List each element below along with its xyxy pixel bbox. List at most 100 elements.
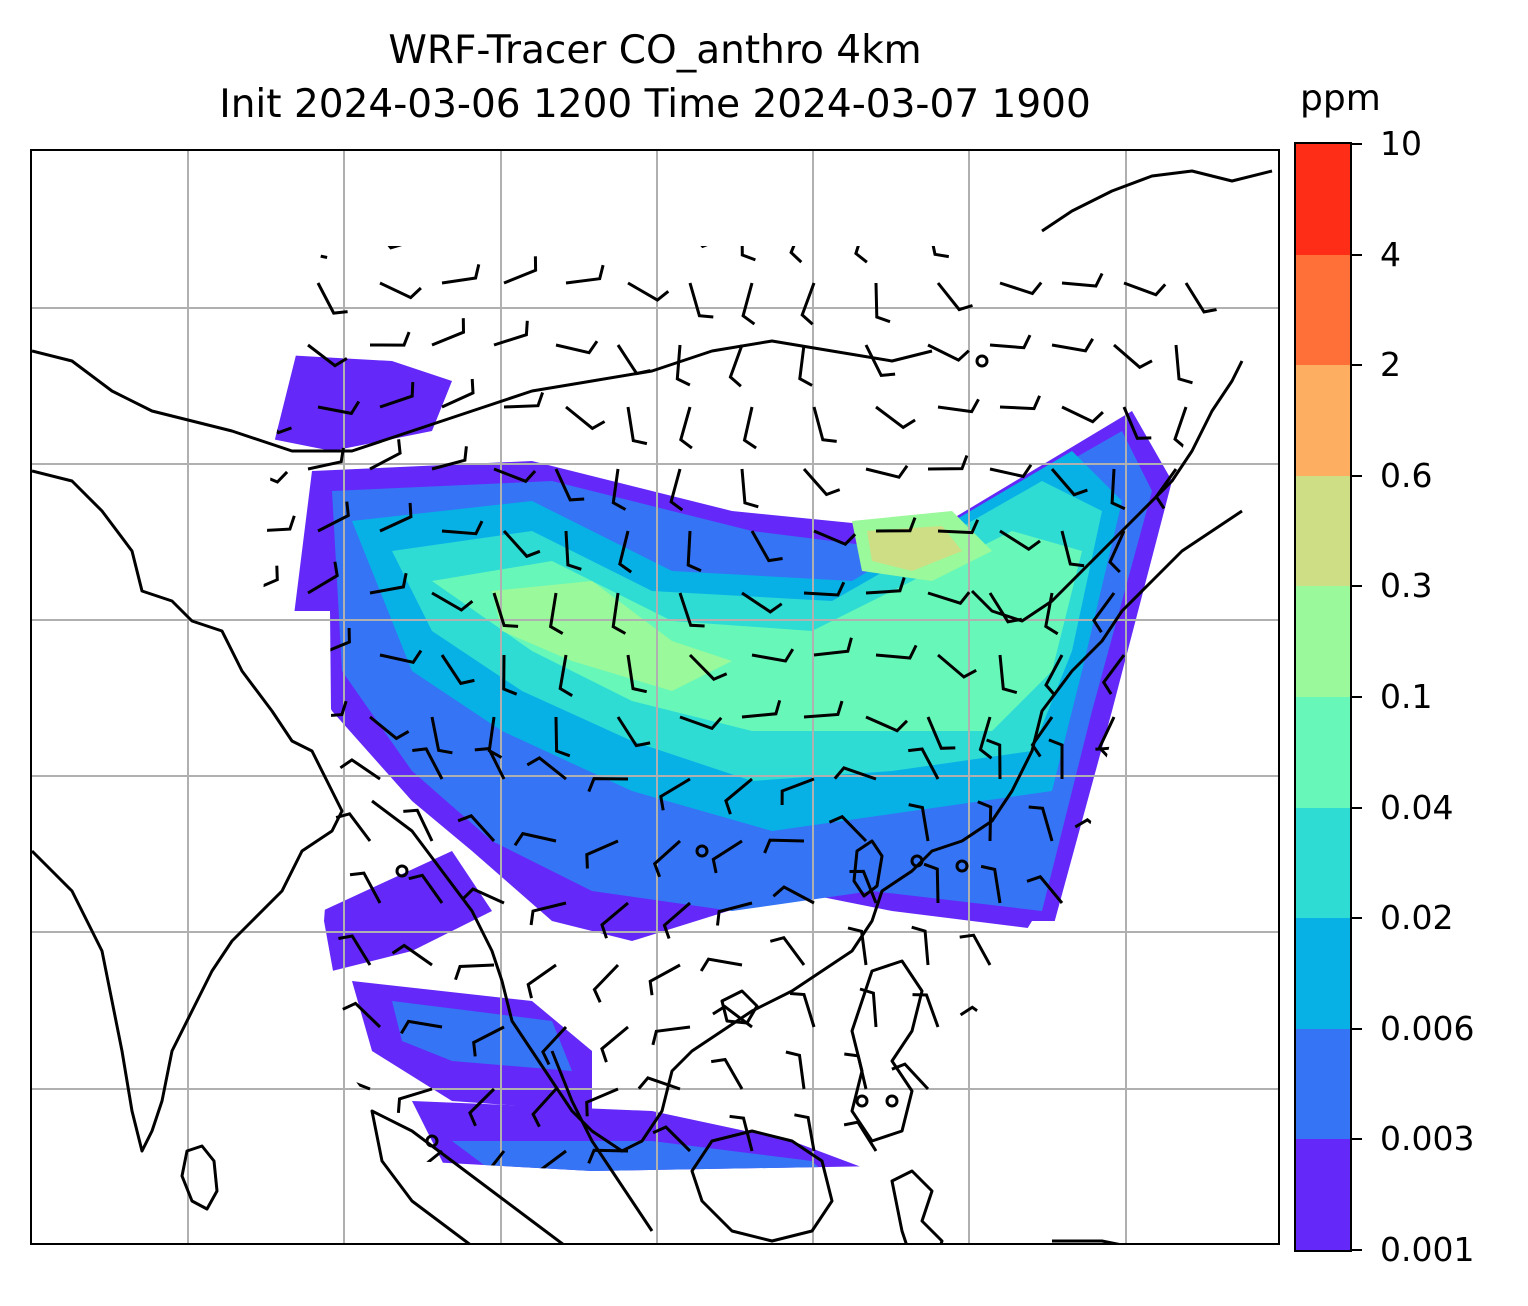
wind-barb <box>1149 901 1187 926</box>
colorbar-tick <box>1352 474 1362 477</box>
wind-barb <box>652 839 682 878</box>
wind-barb <box>262 565 279 595</box>
wind-barb <box>432 218 473 229</box>
wind-barb <box>651 1025 691 1046</box>
wind-barb <box>502 654 518 696</box>
wind-barb <box>626 406 648 446</box>
wind-barb <box>963 1149 1001 1171</box>
wind-barb <box>262 685 277 719</box>
wind-barb <box>679 406 693 450</box>
wind-barb <box>699 957 743 972</box>
colorbar <box>1294 142 1352 1252</box>
wind-barb <box>875 405 916 430</box>
wind-barb <box>864 344 896 377</box>
wind-barb <box>686 530 702 573</box>
wind-barb <box>555 340 599 355</box>
wind-barb <box>989 463 1033 479</box>
calm-wind-circle <box>1005 1074 1019 1088</box>
wind-barb <box>875 517 917 533</box>
wind-barb <box>1017 1087 1053 1114</box>
wind-barb <box>585 1087 619 1117</box>
wind-barb <box>529 901 567 926</box>
wind-barb <box>194 531 234 550</box>
wind-barb <box>959 1005 1001 1029</box>
wind-barb <box>340 1149 381 1169</box>
wind-barb <box>577 1197 618 1213</box>
wind-barb <box>740 246 756 262</box>
wind-barb <box>558 654 573 697</box>
wind-barb <box>119 903 132 944</box>
wind-barb <box>307 447 345 471</box>
wind-barb <box>688 653 728 681</box>
wind-barb <box>1044 654 1064 697</box>
wind-barb <box>1061 405 1104 424</box>
wind-barb <box>1044 592 1059 636</box>
wind-barb <box>494 199 529 221</box>
wind-barb <box>1149 1025 1187 1049</box>
wind-barb <box>217 903 256 916</box>
wind-barb <box>803 581 846 597</box>
wind-barb <box>652 1125 692 1153</box>
wind-barb <box>1141 963 1177 991</box>
wind-barb <box>565 264 605 285</box>
wind-barb <box>440 654 475 686</box>
wind-barb <box>1174 716 1194 756</box>
wind-barb <box>780 777 815 806</box>
wind-barb <box>936 282 973 312</box>
wind-barb <box>895 1137 939 1153</box>
wind-barb <box>413 1149 443 1171</box>
wind-barb <box>587 777 629 793</box>
wind-barb <box>592 963 620 1003</box>
colorbar-tick-label: 0.006 <box>1380 1008 1475 1048</box>
wind-barb <box>875 644 918 660</box>
wind-barb <box>471 1213 494 1245</box>
tracer-contour-fill <box>432 531 1082 731</box>
wind-barb <box>600 1025 629 1063</box>
colorbar-tick-label: 0.02 <box>1380 898 1454 938</box>
wind-barb <box>1143 1185 1176 1213</box>
wind-barb <box>1052 217 1093 229</box>
coastline-borneo <box>690 1129 834 1243</box>
wind-barb <box>618 212 658 224</box>
wind-barb <box>132 407 153 443</box>
wind-barb <box>626 654 648 694</box>
wind-barb <box>412 747 444 780</box>
wind-barb <box>1092 592 1116 634</box>
wind-barb <box>526 756 567 781</box>
wind-barb <box>711 839 743 874</box>
tracer-field-layer <box>262 351 1172 1171</box>
wind-barb <box>989 334 1032 350</box>
calm-wind-circle <box>885 1094 899 1108</box>
wind-barb <box>431 318 466 347</box>
wind-barb <box>1154 592 1178 634</box>
colorbar-tick-label: 2 <box>1380 345 1401 385</box>
wind-barb <box>844 1052 868 1090</box>
wind-barb <box>1060 530 1085 568</box>
wind-barb <box>233 779 256 817</box>
wind-barb <box>937 519 980 535</box>
wind-barb <box>341 1213 370 1244</box>
wind-barb <box>536 1149 567 1171</box>
wind-barb <box>1144 1132 1187 1153</box>
wind-barb <box>400 1019 443 1035</box>
wind-barb <box>1029 1149 1063 1171</box>
wind-barb <box>600 901 629 939</box>
wind-barb <box>923 862 940 904</box>
colorbar-segment <box>1296 1138 1350 1250</box>
wind-barb <box>379 649 423 664</box>
wind-barb <box>317 501 350 533</box>
wind-barb <box>659 777 691 811</box>
colorbar-segment <box>1296 917 1350 1029</box>
wind-barb <box>911 925 930 966</box>
wind-barb <box>618 530 633 574</box>
wind-barb <box>493 467 537 484</box>
wind-barb <box>1081 894 1125 909</box>
wind-barb <box>927 591 971 605</box>
wind-barb <box>1048 738 1064 779</box>
wind-barb <box>937 398 980 414</box>
wind-barb <box>1123 281 1167 297</box>
colorbar-tick <box>1352 696 1362 698</box>
wind-barb <box>1090 1025 1125 1053</box>
wind-barb <box>403 808 434 842</box>
wind-barb <box>978 716 993 760</box>
